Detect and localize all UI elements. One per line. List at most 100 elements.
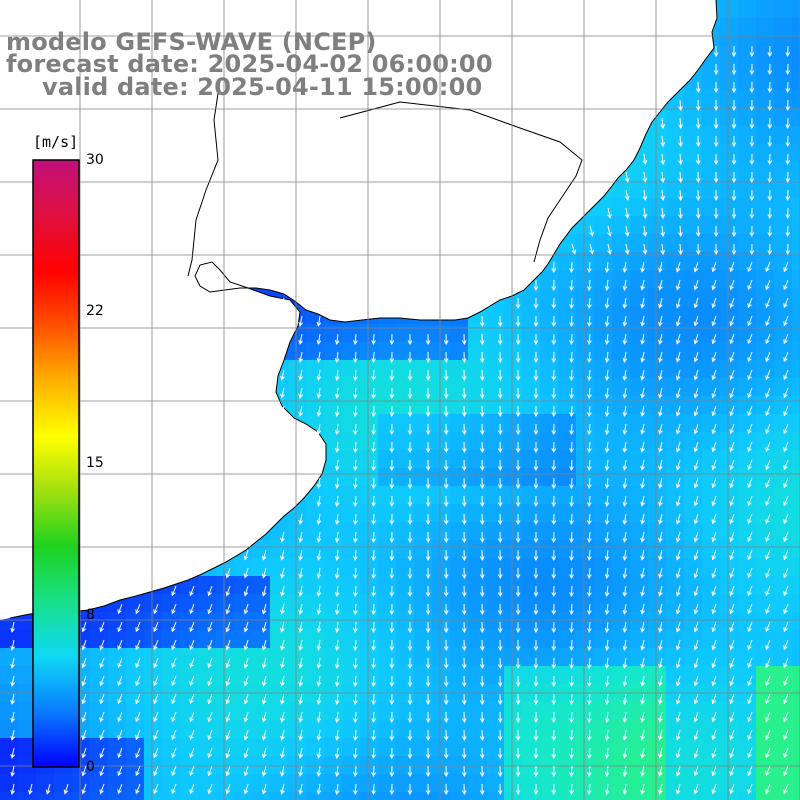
wind-arrow — [280, 585, 285, 597]
wind-arrow — [587, 729, 592, 741]
wind-arrow — [785, 63, 791, 76]
wind-arrow — [675, 369, 681, 381]
wind-arrow — [479, 405, 485, 418]
wind-arrow — [298, 405, 303, 417]
wind-arrow — [389, 639, 395, 652]
wind-arrow — [135, 675, 141, 687]
wind-arrow — [298, 693, 303, 705]
wind-arrow — [479, 549, 485, 562]
wind-arrow — [622, 423, 628, 435]
wind-arrow — [243, 693, 249, 705]
wind-arrow — [316, 405, 322, 417]
wind-arrow — [622, 477, 628, 489]
wind-arrow — [443, 621, 449, 634]
wind-arrow — [425, 729, 431, 742]
wind-arrow — [389, 495, 395, 508]
wind-arrow — [479, 387, 485, 400]
wind-arrow — [479, 369, 485, 382]
wind-arrow — [767, 153, 773, 166]
wind-arrow — [569, 765, 574, 778]
colorbar-tick-30: 30 — [86, 152, 104, 168]
wind-arrow — [729, 513, 735, 525]
wind-arrow — [767, 45, 773, 58]
wind-arrow — [711, 585, 717, 597]
wind-arrow — [515, 351, 521, 364]
wind-arrow — [747, 495, 753, 507]
wind-arrow — [765, 495, 771, 507]
wind-arrow — [747, 531, 753, 543]
wind-arrow — [695, 225, 701, 238]
wind-arrow — [729, 423, 735, 435]
wind-arrow — [640, 297, 645, 309]
wind-arrow — [589, 243, 594, 255]
wind-arrow — [622, 675, 628, 687]
wind-arrow — [604, 657, 610, 669]
wind-arrow — [461, 333, 467, 346]
wind-arrow — [371, 693, 376, 706]
wind-arrow — [711, 423, 717, 435]
wind-arrow — [497, 675, 503, 688]
wind-arrow — [425, 639, 431, 652]
wind-arrow — [749, 225, 755, 238]
wind-arrow — [783, 657, 789, 669]
wind-arrow — [785, 207, 791, 220]
wind-arrow — [353, 531, 358, 543]
wind-arrow — [604, 621, 610, 633]
wind-arrow — [713, 81, 719, 94]
wind-arrow — [678, 117, 683, 130]
wind-arrow — [622, 603, 628, 615]
wind-arrow — [207, 747, 213, 759]
wind-arrow — [243, 639, 249, 651]
wind-arrow — [678, 225, 683, 238]
wind-arrow — [135, 711, 141, 723]
wind-arrow — [153, 603, 159, 615]
wind-arrow — [515, 567, 521, 580]
wind-arrow — [551, 495, 557, 508]
wind-arrow — [515, 603, 521, 616]
wind-arrow — [515, 441, 521, 454]
wind-arrow — [765, 441, 771, 453]
wind-arrow — [207, 711, 213, 723]
wind-arrow — [353, 765, 358, 777]
wind-arrow — [371, 657, 376, 670]
wind-arrow — [407, 711, 413, 724]
wind-arrow — [280, 567, 285, 579]
wind-arrow — [81, 621, 87, 633]
wind-arrow — [135, 693, 141, 705]
wind-arrow — [497, 603, 503, 616]
wind-arrow — [571, 243, 577, 255]
wind-arrow — [425, 531, 431, 544]
wind-arrow — [731, 45, 737, 58]
wind-arrow — [747, 657, 753, 669]
wind-arrow — [622, 585, 628, 597]
wind-arrow — [747, 315, 753, 327]
wind-arrow — [783, 729, 789, 741]
wind-arrow — [443, 747, 449, 760]
wind-arrow — [731, 207, 737, 220]
wind-arrow — [533, 693, 539, 706]
wind-arrow — [551, 711, 557, 724]
wind-arrow — [711, 603, 717, 615]
wind-arrow — [713, 63, 719, 76]
wind-arrow — [533, 639, 539, 652]
wind-arrow — [334, 603, 340, 615]
wind-arrow — [711, 351, 717, 363]
wind-arrow — [99, 693, 105, 705]
wind-arrow — [316, 387, 322, 399]
wind-arrow — [443, 729, 449, 742]
wind-arrow — [407, 405, 413, 418]
colorbar-tick-0: 0 — [86, 759, 95, 775]
wind-arrow — [765, 333, 771, 345]
wind-arrow — [389, 693, 395, 706]
wind-arrow — [604, 585, 610, 597]
wind-arrow — [749, 171, 755, 184]
wind-arrow — [640, 531, 645, 543]
wind-arrow — [551, 657, 557, 670]
wind-arrow — [207, 621, 213, 633]
wind-arrow — [783, 639, 789, 651]
wind-arrow — [479, 783, 485, 796]
wind-arrow — [693, 261, 699, 273]
wind-arrow — [642, 225, 648, 237]
wind-arrow — [729, 333, 735, 345]
